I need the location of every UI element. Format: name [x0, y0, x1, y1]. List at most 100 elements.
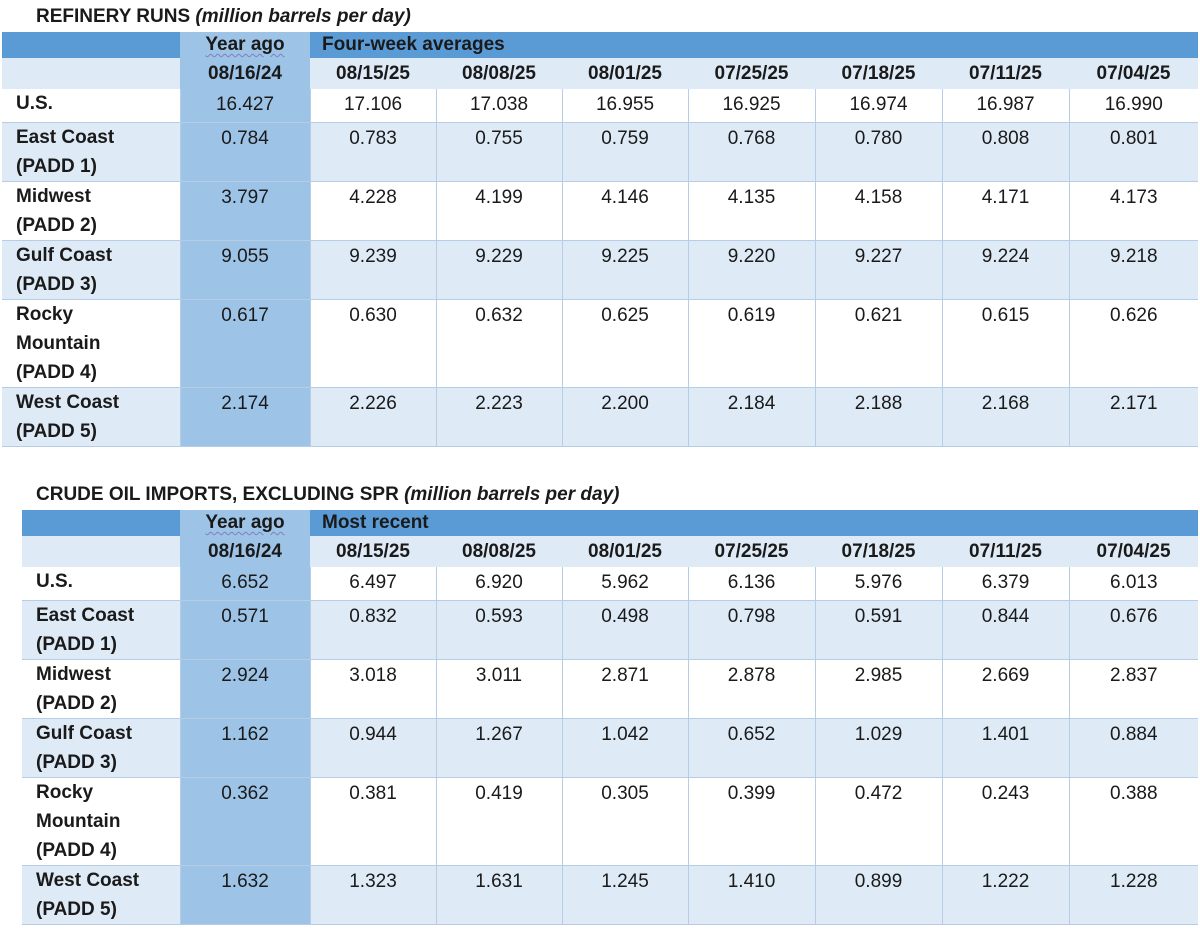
region-label: U.S. [22, 567, 181, 600]
weekly-value: 16.955 [562, 89, 689, 122]
refinery-runs-table: Year ago Four-week averages 08/16/24 08/15/… [2, 32, 1199, 447]
region-label-line: U.S. [16, 93, 53, 114]
weekly-value: 0.768 [688, 122, 816, 181]
header-corner-cell [2, 32, 180, 58]
year-ago-value: 0.617 [180, 299, 311, 387]
table-row: Midwest (PADD 2) 2.924 3.018 3.011 2.871 2.878… [22, 659, 1199, 718]
weekly-value: 1.267 [436, 718, 563, 777]
table-row: East Coast (PADD 1) 0.784 0.783 0.755 0.759 0.… [2, 122, 1199, 181]
weekly-value: 2.871 [562, 659, 689, 718]
region-label-line: (PADD 4) [36, 839, 117, 861]
weekly-value: 0.808 [942, 122, 1070, 181]
weekly-value: 6.013 [1069, 567, 1199, 600]
period-span-label: Four-week averages [322, 34, 505, 55]
refinery-runs-title: REFINERY RUNS (million barrels per day) [36, 6, 411, 28]
region-label: West Coast (PADD 5) [2, 387, 181, 446]
weekly-value: 0.593 [436, 600, 563, 659]
weekly-value: 2.878 [688, 659, 816, 718]
weekly-value: 17.106 [310, 89, 437, 122]
crude-imports-title: CRUDE OIL IMPORTS, EXCLUDING SPR (millio… [36, 484, 619, 506]
year-ago-value: 2.924 [180, 659, 311, 718]
region-label-line: East Coast [16, 126, 115, 148]
header-row-labels: Year ago Most recent [22, 510, 1199, 536]
weekly-value: 4.146 [562, 181, 689, 240]
header-row-dates: 08/16/24 08/15/25 08/08/25 08/01/25 07/25/25… [2, 58, 1199, 89]
region-label-line: (PADD 3) [36, 751, 117, 773]
weekly-value: 2.837 [1069, 659, 1199, 718]
region-label-line: West Coast [36, 869, 140, 891]
weekly-value: 2.171 [1069, 387, 1199, 446]
weekly-value: 16.974 [815, 89, 943, 122]
region-label-line: (PADD 4) [16, 361, 97, 383]
weekly-value: 0.625 [562, 299, 689, 387]
weekly-value: 9.225 [562, 240, 689, 299]
weekly-value: 5.976 [815, 567, 943, 600]
date-column-header: 08/08/25 [462, 540, 536, 562]
weekly-value: 0.844 [942, 600, 1070, 659]
date-column-header: 07/18/25 [841, 540, 916, 562]
weekly-value: 0.783 [310, 122, 437, 181]
weekly-value: 9.218 [1069, 240, 1199, 299]
year-ago-value: 6.652 [180, 567, 311, 600]
region-label-line: (PADD 3) [16, 273, 97, 295]
date-column-header: 08/01/25 [588, 62, 662, 84]
weekly-value: 0.759 [562, 122, 689, 181]
region-label-line: (PADD 1) [36, 633, 117, 655]
region-label-line: Midwest [16, 185, 91, 207]
weekly-value: 2.184 [688, 387, 816, 446]
region-label-line: Rocky [16, 303, 74, 325]
weekly-value: 1.042 [562, 718, 689, 777]
weekly-value: 0.388 [1069, 777, 1199, 865]
weekly-value: 3.018 [310, 659, 437, 718]
header-row-dates: 08/16/24 08/15/25 08/08/25 08/01/25 07/25/25… [22, 536, 1199, 567]
weekly-value: 6.379 [942, 567, 1070, 600]
date-column-header: 08/16/24 [180, 58, 310, 89]
year-ago-value: 2.174 [180, 387, 311, 446]
weekly-value: 0.615 [942, 299, 1070, 387]
year-ago-value: 0.784 [180, 122, 311, 181]
region-label-line: (PADD 5) [16, 420, 97, 442]
region-label-line: U.S. [36, 571, 73, 592]
weekly-value: 2.188 [815, 387, 943, 446]
weekly-value: 1.401 [942, 718, 1070, 777]
weekly-value: 16.990 [1069, 89, 1199, 122]
header-corner-cell [22, 510, 180, 536]
year-ago-label: Year ago [205, 512, 285, 533]
weekly-value: 0.305 [562, 777, 689, 865]
year-ago-header: Year ago [180, 32, 310, 58]
table-row: Gulf Coast (PADD 3) 1.162 0.944 1.267 1.042 0.… [22, 718, 1199, 777]
date-column-header: 08/16/24 [180, 536, 310, 567]
dates-corner-cell [2, 58, 180, 89]
region-label-line: East Coast [36, 604, 135, 626]
weekly-value: 0.243 [942, 777, 1070, 865]
weekly-value: 3.011 [436, 659, 563, 718]
year-ago-value: 0.362 [180, 777, 311, 865]
table-row: Rocky Mountain (PADD 4) 0.617 0.630 0.632 0.62… [2, 299, 1199, 387]
weekly-value: 2.226 [310, 387, 437, 446]
year-ago-label: Year ago [205, 34, 285, 55]
weekly-value: 9.220 [688, 240, 816, 299]
year-ago-header: Year ago [180, 510, 310, 536]
table-row: West Coast (PADD 5) 1.632 1.323 1.631 1.245 1.… [22, 865, 1199, 924]
weekly-value: 2.200 [562, 387, 689, 446]
year-ago-value: 16.427 [180, 89, 311, 122]
region-label-line: Gulf Coast [36, 722, 133, 744]
weekly-value: 1.228 [1069, 865, 1199, 924]
weekly-value: 0.381 [310, 777, 437, 865]
weekly-value: 9.224 [942, 240, 1070, 299]
region-label-line: Midwest [36, 663, 111, 685]
region-label: Gulf Coast (PADD 3) [2, 240, 181, 299]
crude-imports-table: Year ago Most recent 08/16/24 08/15/25 08/08… [22, 510, 1199, 925]
table-row: Midwest (PADD 2) 3.797 4.228 4.199 4.146 4.135… [2, 181, 1199, 240]
year-ago-value: 1.162 [180, 718, 311, 777]
region-label: West Coast (PADD 5) [22, 865, 181, 924]
date-column-header: 08/15/25 [336, 62, 410, 84]
weekly-value: 6.920 [436, 567, 563, 600]
weekly-value: 9.239 [310, 240, 437, 299]
header-row-labels: Year ago Four-week averages [2, 32, 1199, 58]
weekly-value: 9.229 [436, 240, 563, 299]
weekly-value: 1.029 [815, 718, 943, 777]
date-column-header: 07/04/25 [1096, 540, 1171, 562]
weekly-value: 0.944 [310, 718, 437, 777]
weekly-value: 4.228 [310, 181, 437, 240]
